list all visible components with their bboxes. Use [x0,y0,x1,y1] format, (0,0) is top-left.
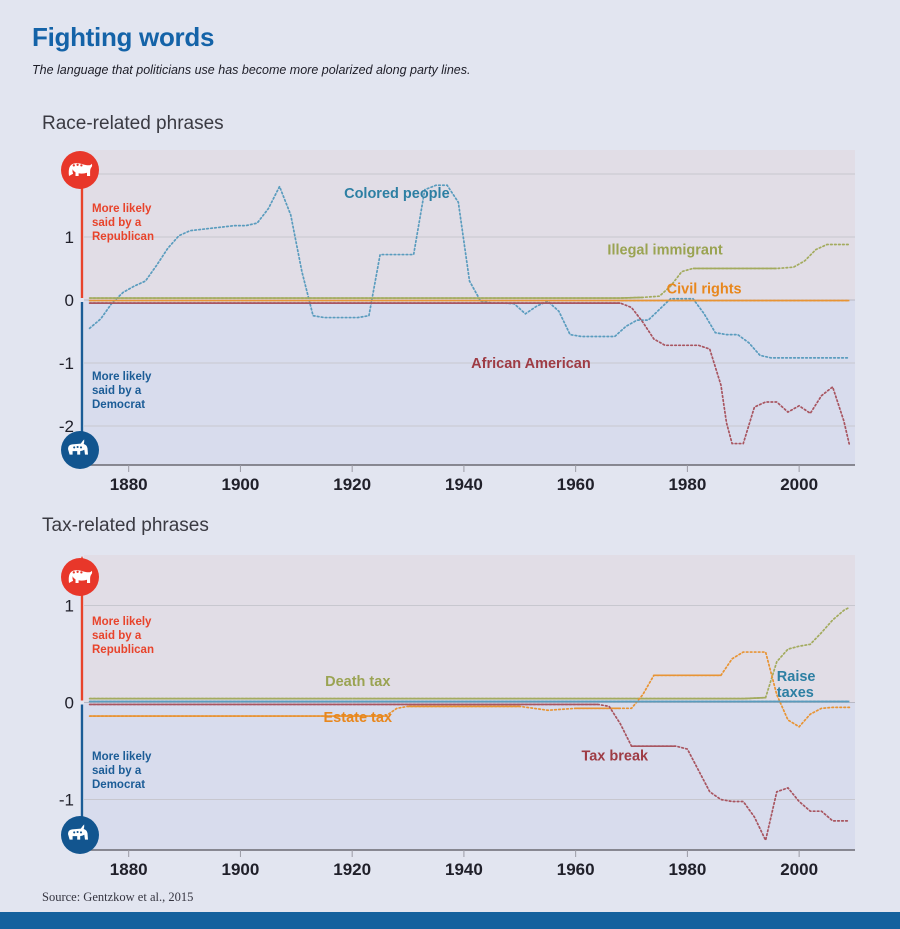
series-death-tax [88,606,851,700]
y-tick-label: -2 [59,417,74,436]
donkey-icon [61,431,99,469]
republican-note-line: More likely [92,203,152,215]
republican-band [84,150,855,300]
series-label: Raise taxes [777,669,816,701]
series-label: Illegal immigrant [607,243,722,259]
x-tick-label: 2000 [780,475,818,490]
democrat-note-line: said by a [92,765,142,777]
x-tick-label: 2000 [780,860,818,875]
series-colored-people [88,184,851,359]
x-tick-label: 1880 [110,860,148,875]
y-tick-label: 0 [65,694,74,713]
x-tick-label: 1980 [668,475,706,490]
series-estate-tax [88,651,851,728]
chart-tax-related-phrases: 1880 1900 1920 1940 1960 1980 2000 1 0 -1 More lik… [0,545,900,875]
series-african-american [88,302,851,446]
democrat-note-line: More likely [92,751,152,763]
republican-band [84,555,855,703]
series-label: Estate tax [324,710,393,726]
x-tick-label: 1960 [557,475,595,490]
series-label: Death tax [325,674,390,690]
republican-note-line: Republican [92,644,154,656]
series-label: Tax break [581,749,649,765]
democrat-note-line: Democrat [92,779,145,791]
chart-race-related-phrases: 1880190019201940196019802000210-1-2More … [0,140,900,490]
republican-note-line: said by a [92,217,142,229]
y-tick-label: -1 [59,354,74,373]
democrat-note-line: said by a [92,385,142,397]
donkey-icon [61,816,99,854]
source-note: Source: Gentzkow et al., 2015 [42,890,194,904]
x-tick-label: 1900 [222,860,260,875]
x-tick-label: 1900 [222,475,260,490]
democrat-note-line: More likely [92,371,152,383]
series-label: Colored people [344,186,450,202]
x-tick-label: 1980 [668,860,706,875]
democrat-band [84,299,855,465]
x-tick-label: 1940 [445,860,483,875]
x-tick-label: 1920 [333,475,371,490]
x-tick-label: 1880 [110,475,148,490]
republican-note-line: Republican [92,231,154,243]
x-tick-label: 1940 [445,475,483,490]
x-tick-label: 1960 [557,860,595,875]
republican-note-line: said by a [92,630,142,642]
series-illegal-immigrant [88,243,851,299]
democrat-band [84,702,855,850]
chart-title-tax: Tax-related phrases [42,515,209,536]
series-line-dotted [88,184,851,359]
y-tick-label: 1 [65,228,74,247]
x-tick-label: 1920 [333,860,371,875]
elephant-icon [61,558,99,596]
chart-title-race: Race-related phrases [42,113,224,134]
democrat-note-line: Democrat [92,399,145,411]
page-title: Fighting words [32,22,215,52]
y-tick-label: 0 [65,291,74,310]
series-line-solid [620,296,643,299]
y-tick-label: 1 [65,596,74,615]
series-label: Civil rights [667,282,742,298]
series-tax-break [88,703,851,843]
footer-bar [0,912,900,929]
page-subtitle: The language that politicians use has be… [32,63,471,77]
y-tick-label: -1 [59,791,74,810]
series-label: African American [471,356,591,372]
series-line-solid [743,696,766,700]
elephant-icon [61,151,99,189]
republican-note-line: More likely [92,616,152,628]
